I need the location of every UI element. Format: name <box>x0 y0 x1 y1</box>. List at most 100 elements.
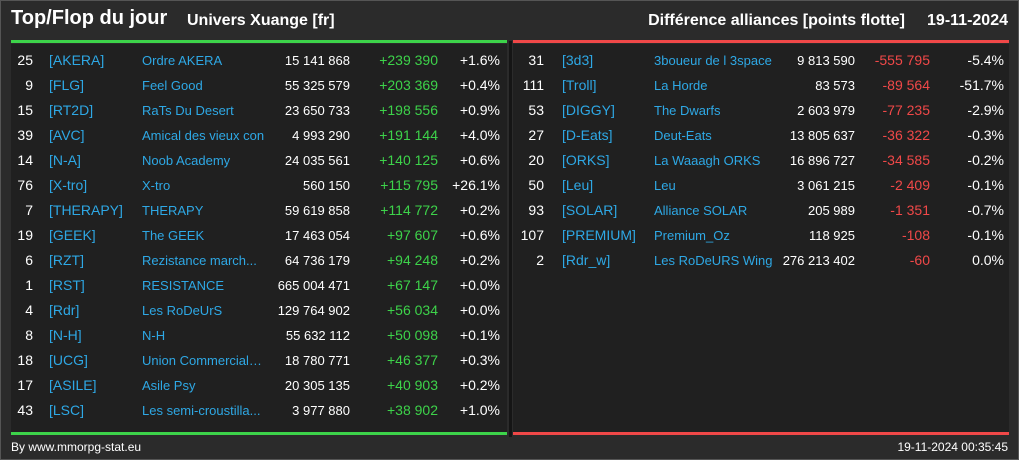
table-row: 20 [ORKS] La Waaagh ORKS 16 896 727 -34 585 -… <box>513 149 1009 174</box>
table-row: 50 [Leu] Leu 3 061 215 -2 409 -0.1% <box>513 174 1009 199</box>
alliance-name-link[interactable]: Ordre AKERA <box>142 53 223 68</box>
points-difference: -555 795 <box>874 52 930 68</box>
alliance-tag-link[interactable]: [X-tro] <box>49 177 88 193</box>
points-difference: +46 377 <box>387 352 438 368</box>
alliance-name-link[interactable]: Premium_Oz <box>654 228 730 243</box>
percent-change: -0.2% <box>967 152 1004 168</box>
alliance-tag-link[interactable]: [N-A] <box>49 152 81 168</box>
alliance-tag-link[interactable]: [Troll] <box>562 77 597 93</box>
points-difference: +38 902 <box>387 402 438 418</box>
alliance-tag-link[interactable]: [SOLAR] <box>562 202 618 218</box>
fleet-points: 560 150 <box>303 178 350 193</box>
alliance-tag-link[interactable]: [RZT] <box>49 252 84 268</box>
alliance-name-link[interactable]: Leu <box>654 178 676 193</box>
alliance-rank: 2 <box>536 252 544 268</box>
alliance-tag-link[interactable]: [3d3] <box>562 52 594 68</box>
points-difference: +67 147 <box>387 277 438 293</box>
alliance-name-link[interactable]: La Waaagh ORKS <box>654 153 761 168</box>
alliance-name-link[interactable]: The GEEK <box>142 228 205 243</box>
flop-accent-line <box>513 40 1009 43</box>
alliance-name-link[interactable]: Les RoDeUrS <box>142 303 223 318</box>
percent-change: 0.0% <box>972 252 1004 268</box>
points-difference: -108 <box>901 227 930 243</box>
alliance-name-link[interactable]: Noob Academy <box>142 153 231 168</box>
alliance-tag-link[interactable]: [GEEK] <box>49 227 96 243</box>
table-row: 8 [N-H] N-H 55 632 112 +50 098 +0.1% <box>11 324 507 349</box>
alliance-tag-link[interactable]: [ORKS] <box>562 152 610 168</box>
alliance-tag-link[interactable]: [RST] <box>49 277 85 293</box>
fleet-points: 15 141 868 <box>284 53 350 68</box>
table-row: 111 [Troll] La Horde 83 573 -89 564 -51.7% <box>513 74 1009 99</box>
alliance-name-link[interactable]: Alliance SOLAR <box>654 203 748 218</box>
alliance-tag-link[interactable]: [Rdr_w] <box>562 252 611 268</box>
alliance-tag-link[interactable]: [AKERA] <box>49 52 105 68</box>
percent-change: -2.9% <box>967 102 1004 118</box>
fleet-points: 118 925 <box>808 228 855 243</box>
fleet-points: 3 061 215 <box>797 178 855 193</box>
alliance-name-link[interactable]: N-H <box>142 328 166 343</box>
alliance-tag-link[interactable]: [PREMIUM] <box>562 227 636 243</box>
alliance-name-link[interactable]: Les RoDeURS Wing <box>654 253 773 268</box>
fleet-points: 23 650 733 <box>284 103 350 118</box>
alliance-tag-link[interactable]: [LSC] <box>49 402 85 418</box>
alliance-rank: 6 <box>25 252 33 268</box>
fleet-points: 55 632 112 <box>285 328 350 343</box>
alliance-tag-link[interactable]: [THERAPY] <box>49 202 123 218</box>
alliance-tag-link[interactable]: [N-H] <box>49 327 82 343</box>
alliance-name-link[interactable]: X-tro <box>142 178 171 193</box>
alliance-rank: 18 <box>17 352 33 368</box>
alliance-name-link[interactable]: La Horde <box>654 78 708 93</box>
top-accent-line <box>11 40 507 43</box>
alliance-tag-link[interactable]: [Leu] <box>562 177 594 193</box>
fleet-points: 9 813 590 <box>797 53 855 68</box>
table-row: 4 [Rdr] Les RoDeUrS 129 764 902 +56 034 +0.0% <box>11 299 507 324</box>
alliance-rank: 50 <box>528 177 544 193</box>
table-row: 39 [AVC] Amical des vieux con 4 993 290 +191… <box>11 124 507 149</box>
points-difference: +198 556 <box>379 102 438 118</box>
points-difference: -36 322 <box>882 127 930 143</box>
alliance-name-link[interactable]: RESISTANCE <box>142 278 225 293</box>
percent-change: -0.1% <box>967 227 1004 243</box>
percent-change: +0.6% <box>459 152 500 168</box>
alliance-name-link[interactable]: Amical des vieux con <box>142 128 265 143</box>
points-difference: +94 248 <box>387 252 438 268</box>
alliance-tag-link[interactable]: [UCG] <box>49 352 88 368</box>
alliance-name-link[interactable]: The Dwarfs <box>654 103 721 118</box>
fleet-points: 64 736 179 <box>284 253 350 268</box>
points-difference: +114 772 <box>380 202 438 218</box>
percent-change: +0.6% <box>459 227 500 243</box>
alliance-name-link[interactable]: 3boueur de l 3space <box>654 53 772 68</box>
alliance-name-link[interactable]: Deut-Eats <box>654 128 712 143</box>
fleet-points: 129 764 902 <box>277 303 350 318</box>
table-row: 19 [GEEK] The GEEK 17 463 054 +97 607 +0.6% <box>11 224 507 249</box>
alliance-name-link[interactable]: Union Commerciale... <box>142 353 265 368</box>
top-losers-panel: 31 [3d3] 3boueur de l 3space 9 813 590 -555 … <box>513 44 1009 432</box>
table-row: 53 [DIGGY] The Dwarfs 2 603 979 -77 235 -2.9% <box>513 99 1009 124</box>
flop-bottom-line <box>513 432 1009 435</box>
alliance-rank: 9 <box>25 77 33 93</box>
alliance-tag-link[interactable]: [DIGGY] <box>562 102 615 118</box>
alliance-name-link[interactable]: Feel Good <box>142 78 203 93</box>
alliance-name-link[interactable]: RaTs Du Desert <box>142 103 234 118</box>
alliance-rank: 20 <box>528 152 544 168</box>
alliance-tag-link[interactable]: [FLG] <box>49 77 85 93</box>
alliance-tag-link[interactable]: [D-Eats] <box>562 127 613 143</box>
alliance-name-link[interactable]: Asile Psy <box>142 378 196 393</box>
percent-change: +0.9% <box>459 102 500 118</box>
alliance-tag-link[interactable]: [RT2D] <box>49 102 94 118</box>
top-gainers-panel: 25 [AKERA] Ordre AKERA 15 141 868 +239 390 +1… <box>11 44 507 432</box>
points-difference: +140 125 <box>379 152 438 168</box>
source-credit: By www.mmorpg-stat.eu <box>11 440 142 454</box>
alliance-name-link[interactable]: Les semi-croustilla... <box>142 403 261 418</box>
table-row: 31 [3d3] 3boueur de l 3space 9 813 590 -555 … <box>513 49 1009 74</box>
alliance-name-link[interactable]: Rezistance march... <box>142 253 257 268</box>
points-difference: +203 369 <box>379 77 438 93</box>
points-difference: +239 390 <box>379 52 438 68</box>
alliance-tag-link[interactable]: [Rdr] <box>49 302 80 318</box>
table-row: 17 [ASILE] Asile Psy 20 305 135 +40 903 +0.2% <box>11 374 507 399</box>
alliance-tag-link[interactable]: [ASILE] <box>49 377 97 393</box>
alliance-name-link[interactable]: THERAPY <box>142 203 204 218</box>
alliance-rank: 19 <box>17 227 33 243</box>
alliance-tag-link[interactable]: [AVC] <box>49 127 85 143</box>
ranking-subtitle: Différence alliances [points flotte] <box>648 12 905 29</box>
